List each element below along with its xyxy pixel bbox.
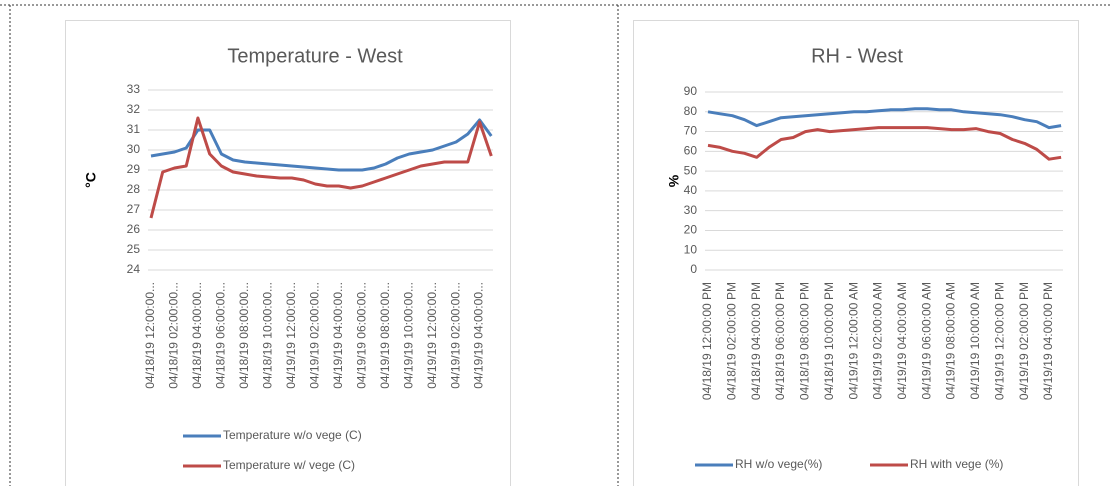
x-tick-label: 04/18/19 12:00:00 PM [700,282,714,400]
y-tick-label: 27 [127,202,141,216]
y-tick-label: 30 [127,142,141,156]
y-tick-label: 0 [690,262,697,276]
y-tick-label: 32 [127,102,141,116]
x-tick-label: 04/18/19 06:00:00 PM [773,282,787,400]
y-tick-label: 20 [684,223,698,237]
y-tick-label: 29 [127,162,141,176]
chart-frame [65,20,511,486]
y-tick-label: 33 [127,82,141,96]
x-tick-label: 04/19/19 12:00:00 AM [846,282,860,399]
y-tick-label: 26 [127,222,141,236]
x-tick-label: 04/18/19 02:00:00 PM [725,282,739,400]
x-tick-label: 04/19/19 12:00:00... [425,282,439,389]
x-tick-label: 04/19/19 04:00:00 AM [895,282,909,399]
y-tick-label: 25 [127,242,141,256]
x-tick-label: 04/18/19 04:00:00... [190,282,204,389]
x-tick-label: 04/19/19 04:00:00 PM [1041,282,1055,400]
x-tick-label: 04/19/19 12:00:00 PM [992,282,1006,400]
x-tick-label: 04/19/19 08:00:00... [378,282,392,389]
x-tick-label: 04/18/19 08:00:00... [237,282,251,389]
legend-label: Temperature w/o vege (C) [223,428,362,442]
x-tick-label: 04/19/19 10:00:00... [401,282,415,389]
y-tick-label: 40 [684,183,698,197]
x-tick-label: 04/18/19 06:00:00... [214,282,228,389]
x-tick-label: 04/18/19 02:00:00... [167,282,181,389]
legend-label: RH with vege (%) [910,457,1003,471]
y-tick-label: 31 [127,122,141,136]
chart-title: Temperature - West [227,45,403,67]
x-tick-label: 04/19/19 02:00:00... [307,282,321,389]
y-tick-label: 30 [684,203,698,217]
y-tick-label: 50 [684,163,698,177]
chart-title: RH - West [811,45,903,67]
chart-frame [633,20,1079,486]
y-tick-label: 70 [684,124,698,138]
x-tick-label: 04/19/19 08:00:00 AM [944,282,958,399]
x-tick-label: 04/19/19 04:00:00... [472,282,486,389]
x-tick-label: 04/18/19 12:00:00... [143,282,157,389]
y-axis-title: % [666,174,682,187]
y-tick-label: 90 [684,84,698,98]
y-tick-label: 24 [127,262,141,276]
y-tick-label: 10 [684,242,698,256]
data-line [150,118,493,172]
x-tick-label: 04/18/19 10:00:00 PM [822,282,836,400]
x-tick-label: 04/19/19 02:00:00 AM [871,282,885,399]
x-tick-label: 04/19/19 06:00:00 AM [919,282,933,399]
x-tick-label: 04/19/19 10:00:00 AM [968,282,982,399]
y-axis-title: °C [83,172,99,188]
x-tick-label: 04/18/19 10:00:00... [261,282,275,389]
y-tick-label: 60 [684,144,698,158]
y-tick-label: 28 [127,182,141,196]
data-line [149,116,493,219]
data-line [707,107,1062,130]
legend-label: Temperature w/ vege (C) [223,458,355,472]
x-tick-label: 04/19/19 12:00:00... [284,282,298,389]
data-line [707,126,1062,161]
x-tick-label: 04/18/19 04:00:00 PM [749,282,763,400]
legend-label: RH w/o vege(%) [735,457,822,471]
x-tick-label: 04/18/19 08:00:00 PM [798,282,812,400]
y-tick-label: 80 [684,104,698,118]
x-tick-label: 04/19/19 06:00:00... [354,282,368,389]
x-tick-label: 04/19/19 02:00:00... [448,282,462,389]
x-tick-label: 04/19/19 04:00:00... [331,282,345,389]
x-tick-label: 04/19/19 02:00:00 PM [1017,282,1031,400]
